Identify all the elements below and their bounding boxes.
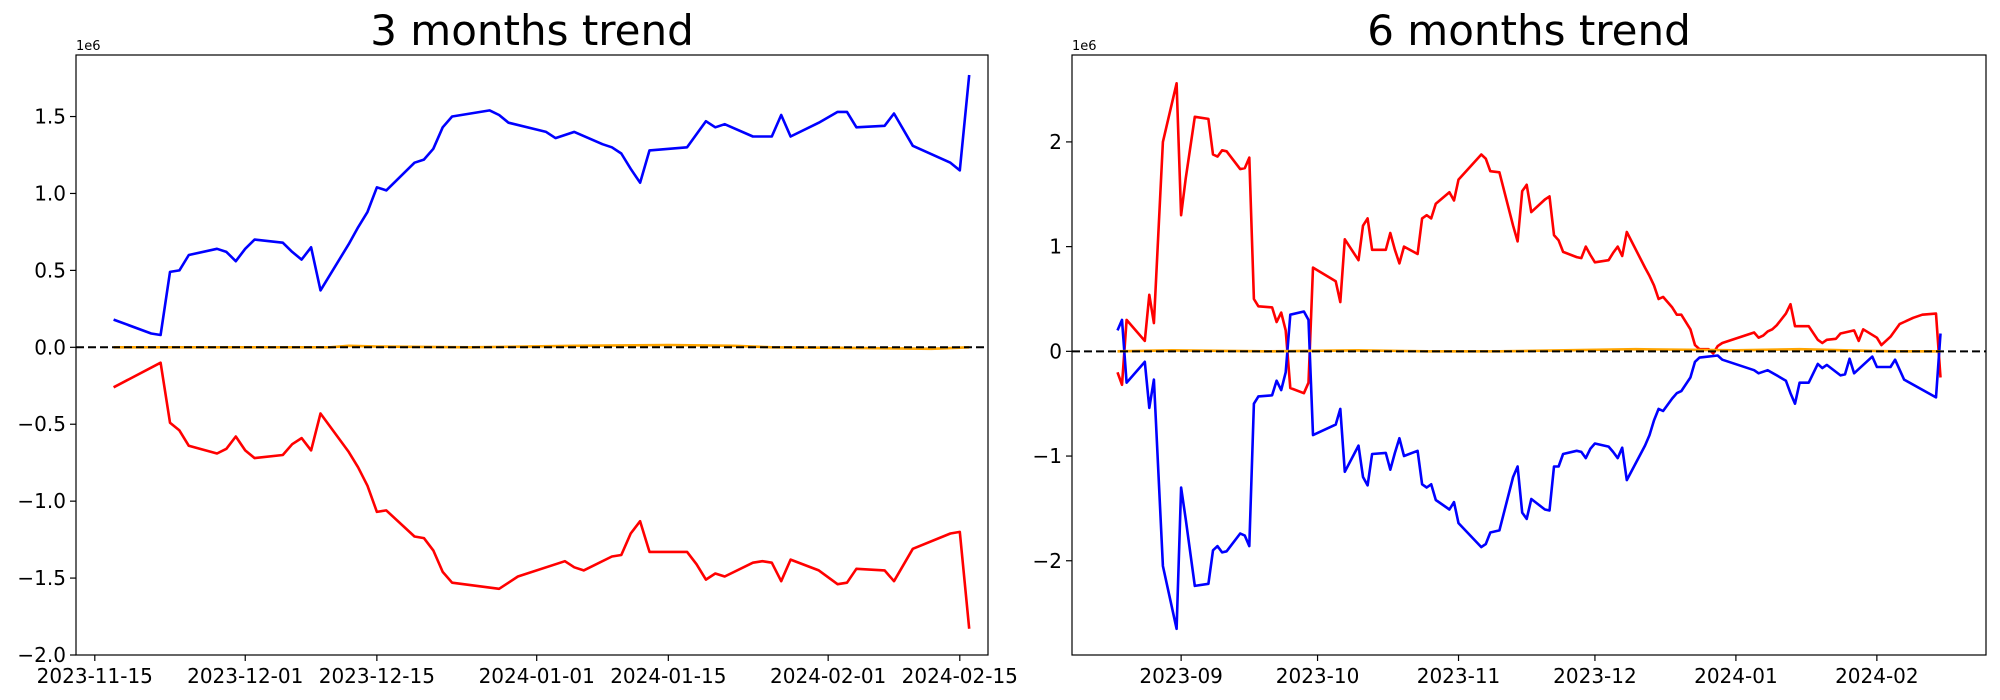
x-tick-label: 2023-10 <box>1276 664 1360 688</box>
x-tick-label: 2023-12-15 <box>319 664 435 688</box>
axes-frame <box>1071 54 1987 656</box>
x-tick-label: 2024-02-01 <box>770 664 886 688</box>
chart-panel-1: 3 months trend 1e6 −2.0 −1.5 −1.0 −0.5 0.0 0.5 1… <box>17 6 1017 688</box>
series-line-2 <box>112 361 971 629</box>
y-tick-label: 2 <box>1049 130 1062 154</box>
axes-frame <box>75 54 989 656</box>
x-tick-label: 2024-01 <box>1694 664 1778 688</box>
y-tick-label: 0.5 <box>34 258 66 282</box>
y-tick-label: −1.0 <box>17 489 66 513</box>
chart-title: 6 months trend <box>1367 6 1691 55</box>
y-tick-label: 0.0 <box>34 335 66 359</box>
x-tick-label: 2024-02 <box>1835 664 1919 688</box>
y-tick-label: 0 <box>1049 339 1062 363</box>
chart-panel-2: 6 months trend 1e6 −2 −1 0 1 2 2023-09 2023-10 20… <box>1033 6 1987 688</box>
y-tick-label: −2 <box>1033 549 1062 573</box>
x-tick-label: 2023-12-01 <box>187 664 303 688</box>
series-group <box>1116 82 1942 631</box>
x-tick-label: 2024-01-15 <box>610 664 726 688</box>
y-tick-label: 1.5 <box>34 105 66 129</box>
y-tick-label: 1 <box>1049 235 1062 259</box>
y-tick-label: −1.5 <box>17 566 66 590</box>
x-tick-label: 2023-09 <box>1139 664 1223 688</box>
chart-title: 3 months trend <box>370 6 694 55</box>
axis-offset-label: 1e6 <box>1072 39 1097 54</box>
x-tick-label: 2023-12 <box>1553 664 1637 688</box>
x-tick-label: 2023-11 <box>1417 664 1501 688</box>
x-tick-label: 2024-01-01 <box>479 664 595 688</box>
x-tick-label: 2024-02-15 <box>902 664 1018 688</box>
y-tick-label: −1 <box>1033 444 1062 468</box>
series-line-2 <box>1116 310 1942 631</box>
x-tick-label: 2023-11-15 <box>37 664 153 688</box>
y-tick-label: −2.0 <box>17 643 66 667</box>
y-tick-label: 1.0 <box>34 181 66 205</box>
y-tick-label: −0.5 <box>17 412 66 436</box>
series-line-3 <box>113 343 970 351</box>
series-group <box>112 74 971 629</box>
series-line-1 <box>113 74 971 337</box>
axis-offset-label: 1e6 <box>76 39 101 54</box>
series-line-1 <box>1116 82 1942 395</box>
